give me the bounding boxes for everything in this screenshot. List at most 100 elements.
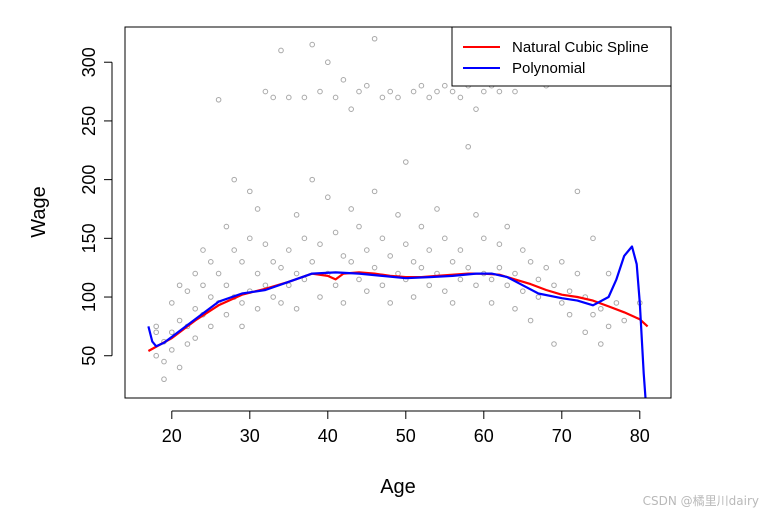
scatter-point [356,276,362,283]
scatter-point [520,288,526,294]
scatter-point [496,88,503,95]
scatter-point [457,276,464,283]
scatter-point [418,264,425,271]
scatter-point [325,194,331,201]
scatter-point [176,364,183,371]
scatter-point [278,300,284,306]
scatter-point [379,235,386,242]
scatter-point [566,311,573,318]
scatter-point [200,282,206,289]
legend: Natural Cubic Spline Polynomial [451,26,672,87]
scatter-point [465,264,472,271]
scatter-point [410,259,417,265]
scatter-point [543,264,550,271]
scatter-point [442,235,448,242]
y-tick-label: 50 [79,346,99,366]
y-tick-label: 250 [79,106,99,136]
scatter-point [247,235,253,242]
scatter-point [426,247,433,253]
scatter-point [278,264,284,271]
scatter-point [551,282,557,289]
scatter-point [176,317,183,324]
scatter-point [254,305,261,312]
scatter-point [169,300,175,306]
scatter-point [153,323,159,330]
scatter-point [504,282,511,289]
scatter-point [223,223,230,230]
scatter-point [340,253,347,259]
x-tick-label: 30 [240,426,260,446]
x-tick-label: 60 [474,426,494,446]
scatter-point [293,305,300,312]
natural-cubic-spline-line [147,271,649,352]
scatter-point [169,347,175,353]
scatter-point [395,94,401,101]
scatter-point [613,300,620,306]
plot-frame [124,26,672,399]
scatter-point [332,229,339,236]
scatter-point [566,288,573,294]
scatter-point [192,270,198,277]
scatter-point [481,235,487,242]
scatter-point [527,259,534,265]
scatter-point [153,352,159,359]
scatter-point [270,94,277,101]
y-axis-label: Wage [28,186,50,238]
watermark: CSDN @橘里川dairy [642,494,759,508]
scatter-point [395,212,401,218]
scatter-point [582,329,589,336]
scatter-point [574,270,581,277]
scatter-point [434,88,440,95]
scatter-point [309,176,316,183]
scatter-point [442,288,448,294]
scatter-point [371,188,378,195]
scatter-point [395,270,401,277]
scatter-point [449,300,456,306]
scatter-point [356,88,362,95]
scatter-point [239,259,245,265]
scatter-point [387,253,394,259]
scatter-point [371,35,378,42]
scatter-point [457,247,464,253]
legend-polynomial-label: Polynomial [512,60,585,77]
scatter-point [348,259,355,265]
scatter-point [184,341,191,347]
y-tick-label: 100 [79,282,99,312]
scatter-point [590,235,596,242]
scatter-point [473,282,479,289]
scatter-point [379,94,386,101]
scatter-point [176,282,183,289]
scatter-point [535,294,542,300]
y-tick-label: 150 [79,223,99,253]
legend-box [451,26,672,87]
scatter-point [520,247,526,253]
scatter-point [262,282,269,289]
scatter-point [621,317,628,324]
scatter-point [317,294,323,300]
scatter-point [270,294,277,300]
scatter-point [457,94,464,101]
scatter-point [301,94,308,101]
scatter-point [410,88,417,95]
scatter-point [278,47,284,54]
x-axis: 20 30 40 50 60 70 80 [162,410,650,446]
scatter-point [262,88,269,95]
scatter-point [208,323,214,330]
scatter-point [309,41,316,48]
scatter-point [247,188,253,195]
scatter-point [231,176,237,183]
scatter-point [410,294,417,300]
scatter-point [239,323,245,330]
x-axis-label: Age [380,476,416,498]
scatter-point [473,212,479,218]
scatter-point [387,88,394,95]
polynomial-line [147,245,647,398]
scatter-point [301,235,308,242]
scatter-point [442,82,448,89]
scatter-point [254,270,261,277]
scatter-point [348,206,355,212]
fit-lines [147,245,649,398]
y-tick-label: 300 [79,47,99,77]
scatter-point [223,311,230,318]
